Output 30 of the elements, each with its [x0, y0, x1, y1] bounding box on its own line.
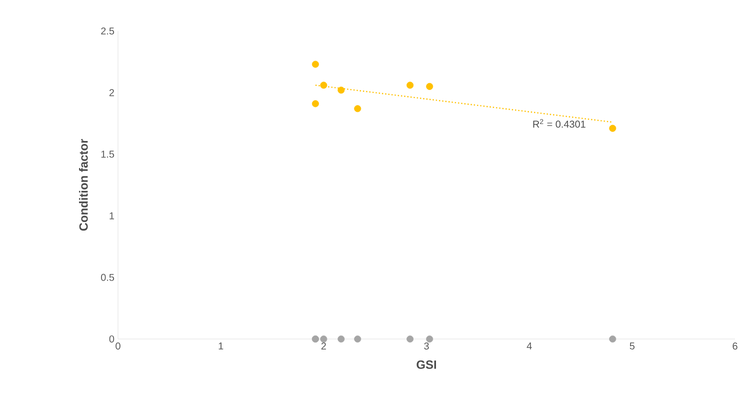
x-tick-label: 0	[116, 342, 120, 350]
y-tick-label: 0	[109, 335, 114, 343]
y-tick-label: 0.5	[101, 274, 114, 281]
x-tick-label: 3	[424, 342, 429, 350]
point	[609, 336, 616, 342]
point	[354, 336, 362, 342]
point	[312, 100, 319, 108]
point	[426, 82, 434, 90]
point	[609, 124, 616, 132]
y-tick-label: 1	[110, 212, 114, 220]
y-tick-label: 2.5	[101, 27, 114, 35]
point	[312, 60, 319, 68]
point	[406, 82, 414, 89]
x-tick-label: 2	[321, 342, 326, 350]
y-axis-title: Condition factor	[79, 139, 88, 231]
y-tick-label: 2	[109, 89, 114, 96]
x-tick-label: 4	[526, 342, 532, 350]
annotation: R$^{2}$ = 0.4301	[533, 119, 586, 128]
x-axis-title: GSI	[416, 360, 436, 369]
point	[320, 82, 328, 89]
point	[338, 86, 345, 94]
point	[354, 105, 362, 112]
x-tick-label: 5	[630, 342, 635, 350]
point	[338, 336, 345, 342]
point	[406, 336, 414, 342]
x-tick-label: 1	[218, 342, 224, 350]
x-tick-label: 6	[732, 342, 738, 350]
y-tick-label: 1.5	[101, 150, 114, 158]
point	[320, 336, 328, 342]
point	[426, 336, 434, 342]
